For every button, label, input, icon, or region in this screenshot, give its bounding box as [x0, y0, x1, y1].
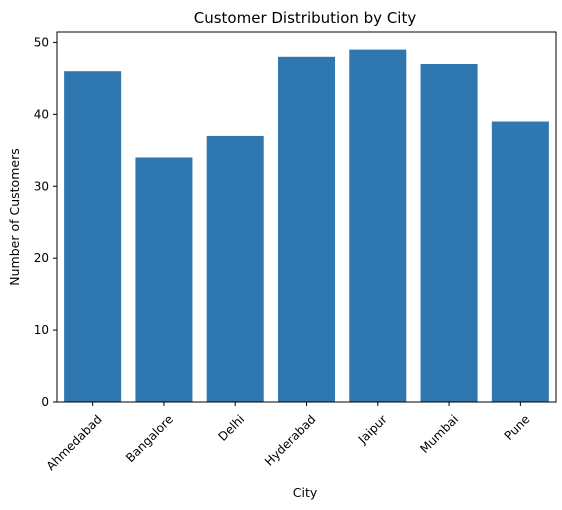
x-tick-label-pune: Pune: [502, 412, 533, 443]
y-tick-label-0: 0: [41, 395, 49, 409]
y-tick-label-50: 50: [34, 35, 49, 49]
y-tick-label-20: 20: [34, 251, 49, 265]
plot-frame: [56, 31, 557, 403]
y-tick-label-10: 10: [34, 323, 49, 337]
x-tick-label-hyderabad: Hyderabad: [262, 412, 319, 469]
bar-hyderabad: [277, 56, 336, 403]
y-tick-label-30: 30: [34, 179, 49, 193]
x-tick-label-jaipur: Jaipur: [355, 412, 390, 447]
bar-mumbai: [420, 64, 478, 402]
chart-title: Customer Distribution by City: [194, 9, 417, 27]
bar-delhi: [206, 135, 264, 403]
x-tick-label-ahmedabad: Ahmedabad: [44, 412, 105, 473]
x-tick-label-delhi: Delhi: [216, 412, 248, 444]
y-axis: 0 10 20 30 40 50: [34, 35, 57, 409]
y-axis-label: Number of Customers: [7, 148, 22, 285]
bar-bangalore: [135, 157, 193, 402]
x-axis: Ahmedabad Bangalore Delhi Hyderabad Jaipur Mu…: [44, 402, 533, 473]
bars-group: [64, 49, 549, 403]
bar-pune: [491, 121, 549, 402]
x-axis-label: City: [293, 485, 318, 500]
y-tick-label-40: 40: [34, 107, 49, 121]
bar-jaipur: [349, 49, 407, 403]
x-tick-label-mumbai: Mumbai: [417, 412, 461, 456]
x-tick-label-bangalore: Bangalore: [123, 412, 176, 465]
bar-ahmedabad: [64, 71, 122, 402]
